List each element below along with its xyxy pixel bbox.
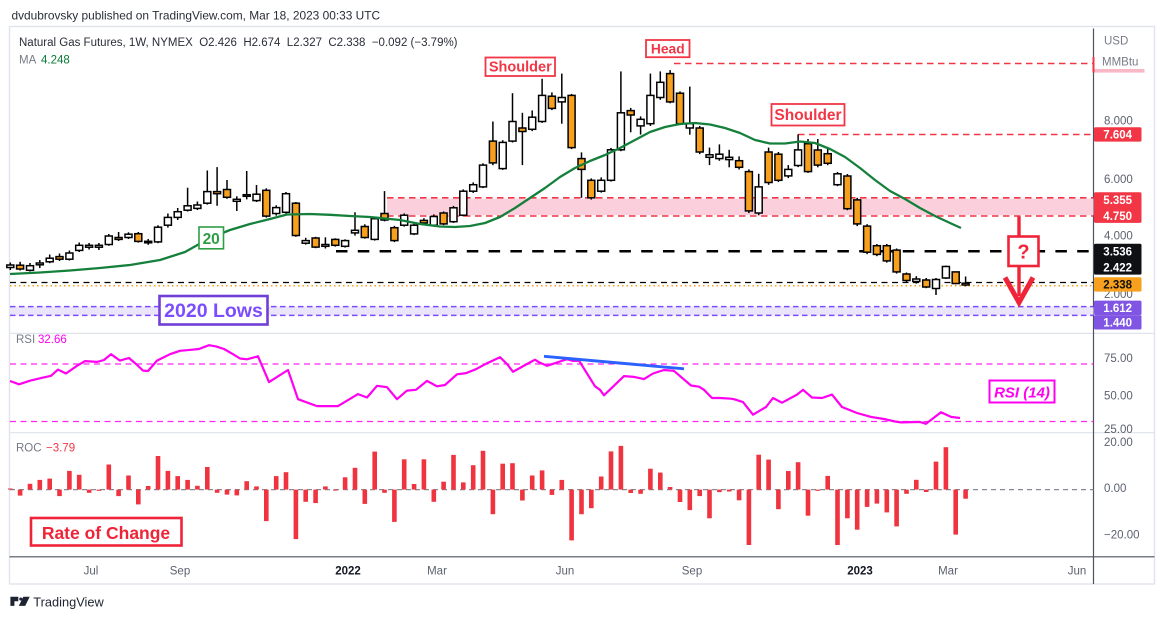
svg-text:Shoulder: Shoulder [774,107,841,124]
svg-text:Jun: Jun [1068,566,1087,578]
svg-text:TradingView: TradingView [33,594,104,609]
svg-text:Mar: Mar [938,566,958,578]
svg-text:2022: 2022 [335,566,361,578]
svg-text:Sep: Sep [682,566,702,578]
svg-text:Jul: Jul [84,566,99,578]
svg-text:Shoulder: Shoulder [489,60,552,76]
svg-text:Sep: Sep [170,566,190,578]
svg-text:50.00: 50.00 [1104,390,1133,402]
svg-text:6.000: 6.000 [1104,174,1133,186]
svg-text:1.440: 1.440 [1103,318,1132,330]
svg-text:8.000: 8.000 [1104,115,1133,127]
svg-text:3.536: 3.536 [1103,247,1132,259]
svg-text:7.604: 7.604 [1103,130,1132,142]
svg-text:−20.00: −20.00 [1104,530,1140,542]
svg-text:RSI: RSI [16,334,35,346]
svg-text:Head: Head [651,41,685,56]
svg-text:Rate of Change: Rate of Change [42,523,171,543]
svg-text:20: 20 [203,231,220,248]
svg-text:4.248: 4.248 [41,55,70,67]
svg-text:5.355: 5.355 [1103,195,1132,207]
svg-text:20.00: 20.00 [1104,437,1133,449]
svg-text:1.612: 1.612 [1103,303,1132,315]
svg-text:0.00: 0.00 [1104,483,1126,495]
svg-text:75.00: 75.00 [1104,353,1133,365]
svg-text:4.750: 4.750 [1103,211,1132,223]
svg-text:USD: USD [1104,36,1128,48]
svg-text:2020 Lows: 2020 Lows [164,300,263,322]
svg-text:−3.79: −3.79 [46,443,75,455]
svg-text:ROC: ROC [16,443,42,455]
svg-text:Jun: Jun [556,566,575,578]
svg-text:2.422: 2.422 [1103,262,1132,274]
svg-text:?: ? [1017,242,1029,264]
svg-text:Mar: Mar [427,566,447,578]
svg-text:2.000: 2.000 [1104,289,1133,301]
svg-text:dvdubrovsky published on Tradi: dvdubrovsky published on TradingView.com… [12,9,381,23]
svg-text:4.000: 4.000 [1104,231,1133,243]
svg-text:32.66: 32.66 [38,334,67,346]
svg-text:2.338: 2.338 [1103,280,1132,292]
svg-text:RSI (14): RSI (14) [994,385,1050,402]
svg-text:MMBtu: MMBtu [1102,57,1138,69]
svg-text:25.00: 25.00 [1104,424,1133,436]
svg-text:2023: 2023 [847,566,873,578]
svg-text:MA: MA [19,55,37,67]
svg-text:Natural Gas Futures, 1W, NYMEX: Natural Gas Futures, 1W, NYMEX O2.426 H2… [19,37,458,49]
